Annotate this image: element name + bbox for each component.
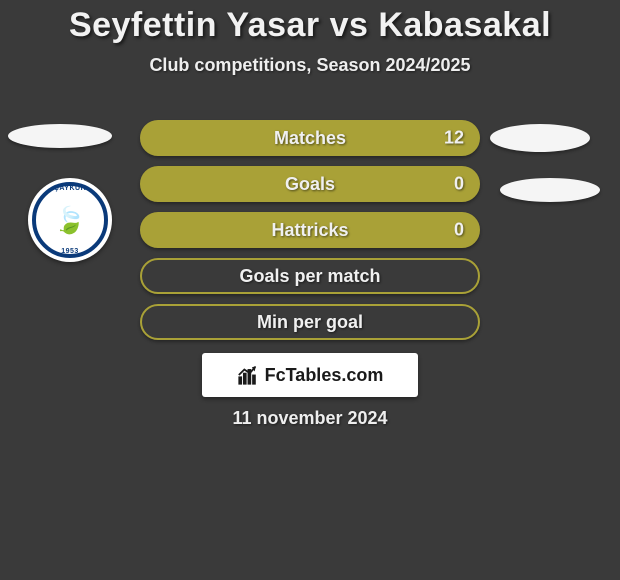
page-subtitle: Club competitions, Season 2024/2025 xyxy=(0,55,620,76)
stat-value: 0 xyxy=(454,220,464,241)
date-text: 11 november 2024 xyxy=(0,408,620,429)
club-badge-bottom-text: 1953 xyxy=(28,248,112,255)
stat-row: Hattricks 0 xyxy=(140,212,480,248)
stat-value: 0 xyxy=(454,174,464,195)
page-title: Seyfettin Yasar vs Kabasakal xyxy=(0,0,620,45)
player-right-oval-bottom xyxy=(500,178,600,202)
brand-text: FcTables.com xyxy=(265,365,384,386)
stat-label: Goals per match xyxy=(239,266,380,287)
brand-chart-icon xyxy=(237,364,259,386)
club-badge-top-text: ÇAYKUR xyxy=(28,185,112,192)
club-badge-leaf-icon: 🍃 xyxy=(48,198,92,242)
stat-row: Min per goal xyxy=(140,304,480,340)
stat-label: Hattricks xyxy=(271,220,348,241)
stats-container: Matches 12 Goals 0 Hattricks 0 Goals per match… xyxy=(140,120,480,350)
stat-row: Matches 12 xyxy=(140,120,480,156)
player-right-oval-top xyxy=(490,124,590,152)
stat-label: Min per goal xyxy=(257,312,363,333)
player-left-oval xyxy=(8,124,112,148)
club-badge: ÇAYKUR 1953 🍃 xyxy=(28,178,112,262)
stat-row: Goals per match xyxy=(140,258,480,294)
stat-label: Matches xyxy=(274,128,346,149)
stat-label: Goals xyxy=(285,174,335,195)
stat-value: 12 xyxy=(444,128,464,149)
brand-box: FcTables.com xyxy=(202,353,418,397)
stat-row: Goals 0 xyxy=(140,166,480,202)
